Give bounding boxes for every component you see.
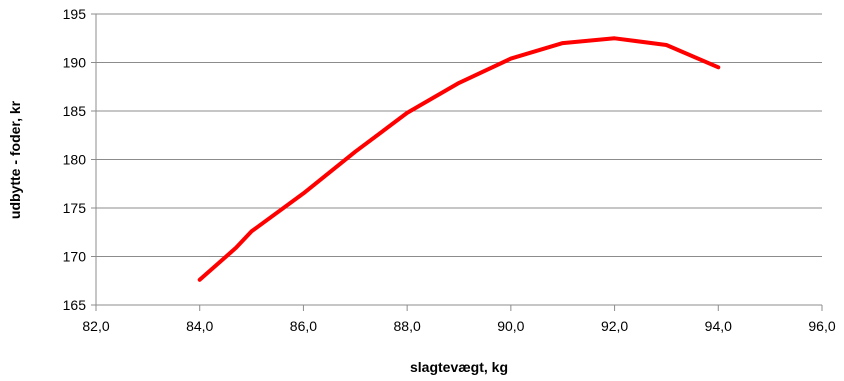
y-tick-labels: 165 170 175 180 185 190 195 <box>63 6 87 313</box>
axes <box>91 13 823 311</box>
x-tick-label-2: 86,0 <box>290 318 317 334</box>
x-tick-label-6: 94,0 <box>705 318 732 334</box>
x-tick-label-1: 84,0 <box>186 318 213 334</box>
y-tick-label-0: 165 <box>63 297 87 313</box>
x-tick-labels: 82,0 84,0 86,0 88,0 90,0 92,0 94,0 96,0 <box>82 318 835 334</box>
x-tick-label-4: 90,0 <box>497 318 524 334</box>
x-axis-title: slagtevægt, kg <box>410 359 508 375</box>
x-tick-label-3: 88,0 <box>394 318 421 334</box>
x-tick-label-5: 92,0 <box>601 318 628 334</box>
y-tick-label-4: 185 <box>63 103 87 119</box>
series-line-0 <box>197 36 721 282</box>
series-group <box>197 36 721 282</box>
y-tick-label-6: 195 <box>63 6 87 22</box>
y-tick-label-1: 170 <box>63 249 87 265</box>
y-tick-label-3: 180 <box>63 152 87 168</box>
y-tick-label-2: 175 <box>63 200 87 216</box>
y-axis-title: udbytte - foder, kr <box>7 100 23 219</box>
x-tick-label-0: 82,0 <box>82 318 109 334</box>
gridlines <box>96 13 822 257</box>
x-tick-label-7: 96,0 <box>808 318 835 334</box>
y-tick-label-5: 190 <box>63 55 87 71</box>
